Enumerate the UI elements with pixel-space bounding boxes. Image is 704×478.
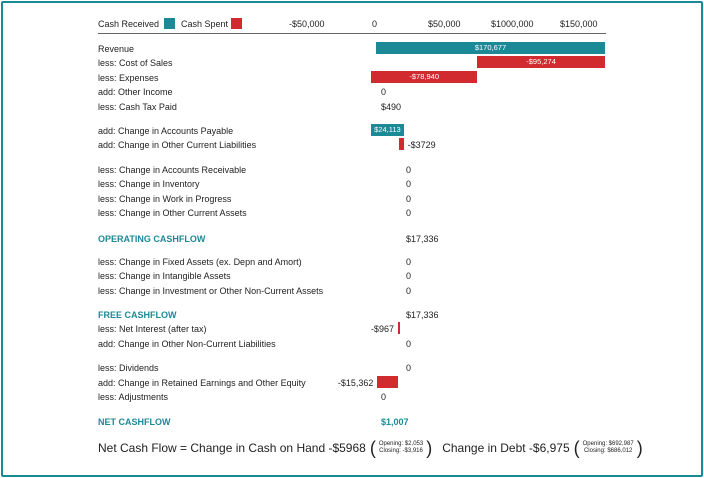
cash-received-bar: $170,677: [376, 42, 605, 54]
open-paren: (: [573, 438, 580, 458]
close-paren: ): [426, 438, 433, 458]
data-label: -$967: [370, 324, 394, 334]
cash-spent-bar: -$78,940: [371, 71, 478, 83]
row-label: less: Adjustments: [98, 392, 169, 402]
axis-line: [98, 33, 606, 34]
cash-spent-bar: [377, 376, 398, 388]
row-label: less: Change in Accounts Receivable: [98, 165, 247, 175]
section-label: OPERATING CASHFLOW: [98, 234, 206, 244]
axis-tick-label: -$50,000: [289, 19, 325, 29]
close-paren: ): [636, 438, 643, 458]
row-label: less: Change in Fixed Assets (ex. Depn a…: [98, 257, 302, 267]
data-label: 0: [406, 271, 412, 281]
row-label: less: Change in Investment or Other Non-…: [98, 286, 324, 296]
data-label: $17,336: [406, 234, 439, 244]
data-label: 0: [406, 363, 412, 373]
axis-tick-label: $50,000: [428, 19, 461, 29]
data-label: 0: [406, 179, 412, 189]
row-label: less: Dividends: [98, 363, 159, 373]
row-label: less: Change in Other Current Assets: [98, 208, 247, 218]
data-label: $490: [381, 102, 402, 112]
data-label: $17,336: [406, 310, 439, 320]
footer-debt-text: Change in Debt -$6,975: [442, 441, 570, 455]
cash-closing: Closing: -$3,916: [379, 448, 423, 454]
cash-spent-bar: -$95,274: [477, 56, 605, 68]
data-label: 0: [406, 165, 412, 175]
axis-tick-label: $150,000: [560, 19, 598, 29]
data-label: 0: [406, 339, 412, 349]
cash-received-bar: $24,113: [371, 124, 404, 136]
footer-summary: Net Cash Flow = Change in Cash on Hand -…: [98, 436, 658, 460]
cash-opening-closing: Opening: $2,053 Closing: -$3,916: [379, 441, 423, 455]
debt-closing: Closing: $686,012: [583, 448, 633, 454]
data-label: 0: [406, 257, 412, 267]
open-paren: (: [369, 438, 376, 458]
row-label: less: Expenses: [98, 73, 159, 83]
row-label: less: Net Interest (after tax): [98, 324, 207, 334]
row-label: less: Change in Work in Progress: [98, 194, 232, 204]
row-label: less: Cost of Sales: [98, 58, 173, 68]
footer-cash-text: Net Cash Flow = Change in Cash on Hand -…: [98, 441, 366, 455]
cash-opening: Opening: $2,053: [378, 441, 424, 447]
section-label: FREE CASHFLOW: [98, 310, 177, 320]
row-label: less: Change in Inventory: [98, 179, 200, 189]
legend-received-swatch: [164, 18, 175, 29]
row-label: Revenue: [98, 44, 135, 54]
debt-opening: Opening: $692,987: [582, 441, 634, 447]
legend-spent-swatch: [231, 18, 242, 29]
row-label: add: Other Income: [98, 87, 173, 97]
axis-tick-label: $1000,000: [491, 19, 534, 29]
axis-tick-label: 0: [372, 19, 378, 29]
data-label: 0: [406, 208, 412, 218]
data-label: -$3729: [407, 140, 436, 150]
data-label: $1,007: [381, 417, 409, 427]
cash-spent-bar: [398, 138, 404, 150]
row-label: add: Change in Other Current Liabilities: [98, 140, 257, 150]
row-label: add: Change in Retained Earnings and Oth…: [98, 378, 306, 388]
data-label: 0: [381, 392, 387, 402]
row-label: less: Change in Intangible Assets: [98, 271, 231, 281]
data-label: 0: [381, 87, 387, 97]
row-label: less: Cash Tax Paid: [98, 102, 177, 112]
legend-spent-label: Cash Spent: [181, 19, 229, 29]
legend-received-label: Cash Received: [98, 19, 160, 29]
debt-opening-closing: Opening: $692,987 Closing: $686,012: [583, 441, 634, 455]
data-label: 0: [406, 194, 412, 204]
cash-spent-bar: [397, 322, 400, 334]
row-label: add: Change in Other Non-Current Liabili…: [98, 339, 276, 349]
data-label: 0: [406, 286, 412, 296]
section-label: NET CASHFLOW: [98, 417, 171, 427]
data-label: -$15,362: [337, 378, 374, 388]
row-label: add: Change in Accounts Payable: [98, 126, 234, 136]
